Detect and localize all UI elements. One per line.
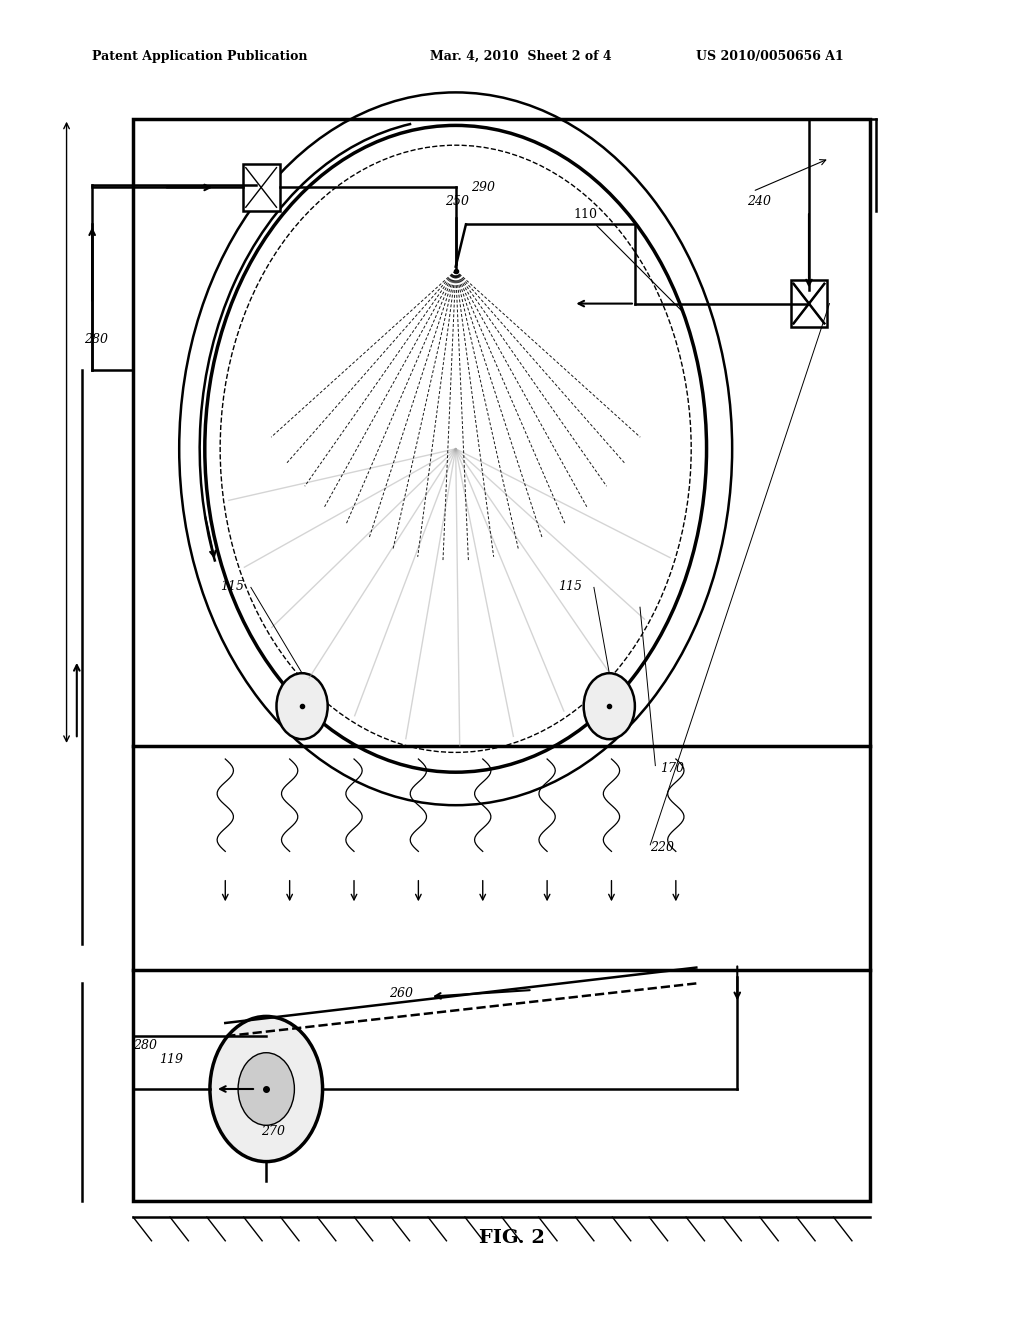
Text: 110: 110 [573,207,681,310]
Circle shape [210,1016,323,1162]
Text: 260: 260 [389,986,413,999]
Text: 240: 240 [748,194,771,207]
Text: 115: 115 [220,579,244,593]
Text: 280: 280 [133,1039,157,1052]
Circle shape [584,673,635,739]
Text: 220: 220 [650,841,674,854]
Text: 280: 280 [84,333,108,346]
Text: FIG. 2: FIG. 2 [479,1229,545,1247]
Bar [243,164,280,211]
Bar [791,280,827,327]
Text: Patent Application Publication: Patent Application Publication [92,50,307,63]
Text: 170: 170 [660,762,684,775]
Text: 119: 119 [159,1052,182,1065]
Text: Mar. 4, 2010  Sheet 2 of 4: Mar. 4, 2010 Sheet 2 of 4 [430,50,611,63]
Text: 270: 270 [261,1125,285,1138]
Text: 290: 290 [471,181,495,194]
Text: 115: 115 [558,579,582,593]
Circle shape [276,673,328,739]
Text: 250: 250 [445,194,469,207]
Text: US 2010/0050656 A1: US 2010/0050656 A1 [696,50,844,63]
Circle shape [238,1053,295,1125]
